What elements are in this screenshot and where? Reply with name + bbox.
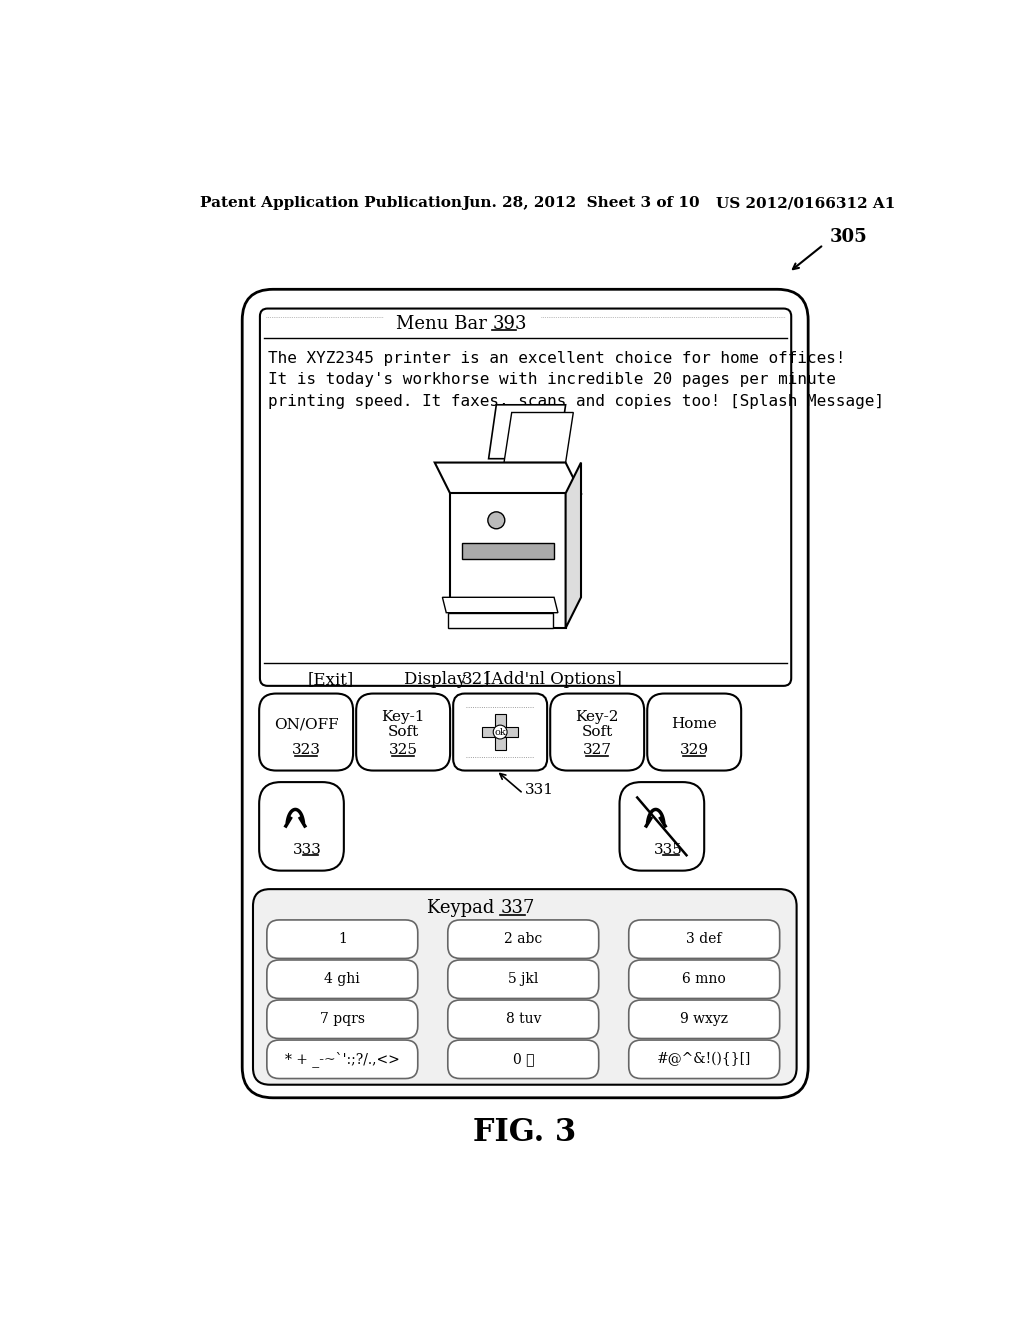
Text: 5 jkl: 5 jkl	[508, 973, 539, 986]
Text: Soft: Soft	[582, 725, 612, 739]
FancyBboxPatch shape	[447, 1040, 599, 1078]
Text: Menu Bar: Menu Bar	[396, 315, 493, 334]
Text: ON/OFF: ON/OFF	[273, 717, 339, 731]
FancyBboxPatch shape	[629, 1040, 779, 1078]
Polygon shape	[442, 598, 558, 612]
Text: 305: 305	[829, 228, 867, 246]
Text: US 2012/0166312 A1: US 2012/0166312 A1	[716, 197, 895, 210]
Text: Soft: Soft	[387, 725, 419, 739]
Text: 6 mno: 6 mno	[682, 973, 726, 986]
Text: It is today's workhorse with incredible 20 pages per minute: It is today's workhorse with incredible …	[267, 372, 836, 388]
FancyBboxPatch shape	[447, 960, 599, 998]
Text: 4 ghi: 4 ghi	[325, 973, 360, 986]
FancyBboxPatch shape	[253, 890, 797, 1085]
Polygon shape	[451, 494, 565, 628]
Text: Key-2: Key-2	[575, 710, 618, 723]
Polygon shape	[495, 714, 506, 750]
FancyBboxPatch shape	[647, 693, 741, 771]
Text: printing speed. It faxes, scans and copies too! [Splash Message]: printing speed. It faxes, scans and copi…	[267, 395, 884, 409]
FancyBboxPatch shape	[447, 1001, 599, 1039]
FancyBboxPatch shape	[267, 1040, 418, 1078]
Text: Display: Display	[403, 671, 471, 688]
Polygon shape	[504, 412, 573, 462]
FancyBboxPatch shape	[629, 960, 779, 998]
FancyBboxPatch shape	[267, 1001, 418, 1039]
Text: Jun. 28, 2012  Sheet 3 of 10: Jun. 28, 2012 Sheet 3 of 10	[462, 197, 699, 210]
FancyBboxPatch shape	[620, 781, 705, 871]
Text: 333: 333	[293, 843, 323, 857]
FancyBboxPatch shape	[260, 309, 792, 686]
Text: Patent Application Publication: Patent Application Publication	[200, 197, 462, 210]
FancyBboxPatch shape	[259, 693, 353, 771]
FancyBboxPatch shape	[243, 289, 808, 1098]
Polygon shape	[482, 726, 518, 738]
Text: #@^&!(){}[]: #@^&!(){}[]	[657, 1052, 752, 1067]
Text: 321: 321	[462, 671, 494, 688]
Polygon shape	[565, 462, 581, 628]
FancyBboxPatch shape	[629, 920, 779, 958]
FancyBboxPatch shape	[629, 1001, 779, 1039]
Polygon shape	[462, 544, 554, 558]
Text: 8 tuv: 8 tuv	[506, 1012, 541, 1026]
Text: [Add'nl Options]: [Add'nl Options]	[484, 671, 622, 688]
Circle shape	[494, 725, 507, 739]
Text: ok: ok	[495, 727, 506, 737]
FancyBboxPatch shape	[454, 693, 547, 771]
Text: 9 wxyz: 9 wxyz	[680, 1012, 728, 1026]
Text: Keypad: Keypad	[427, 899, 500, 917]
Text: 325: 325	[389, 743, 418, 756]
Text: Key-1: Key-1	[381, 710, 425, 723]
Text: The XYZ2345 printer is an excellent choice for home offices!: The XYZ2345 printer is an excellent choi…	[267, 351, 845, 366]
Text: 393: 393	[493, 315, 527, 334]
Text: 331: 331	[524, 783, 554, 797]
Text: * + _-~`':;?/.,<>: * + _-~`':;?/.,<>	[285, 1051, 399, 1068]
Polygon shape	[435, 462, 581, 494]
Text: 3 def: 3 def	[686, 932, 722, 946]
FancyBboxPatch shape	[356, 693, 451, 771]
Polygon shape	[447, 612, 553, 628]
Text: 1: 1	[338, 932, 347, 946]
FancyBboxPatch shape	[267, 920, 418, 958]
Text: 7 pqrs: 7 pqrs	[319, 1012, 365, 1026]
FancyBboxPatch shape	[550, 693, 644, 771]
Text: 0 ⏎: 0 ⏎	[512, 1052, 534, 1067]
Text: [Exit]: [Exit]	[307, 671, 354, 688]
FancyBboxPatch shape	[267, 960, 418, 998]
Text: FIG. 3: FIG. 3	[473, 1117, 577, 1148]
Text: 2 abc: 2 abc	[504, 932, 543, 946]
Polygon shape	[488, 405, 565, 459]
Text: 329: 329	[680, 743, 709, 756]
FancyBboxPatch shape	[259, 781, 344, 871]
Text: 337: 337	[500, 899, 535, 917]
Text: 327: 327	[583, 743, 611, 756]
Text: 335: 335	[653, 843, 682, 857]
Text: Home: Home	[672, 717, 717, 731]
FancyBboxPatch shape	[447, 920, 599, 958]
Text: 323: 323	[292, 743, 321, 756]
Circle shape	[487, 512, 505, 529]
